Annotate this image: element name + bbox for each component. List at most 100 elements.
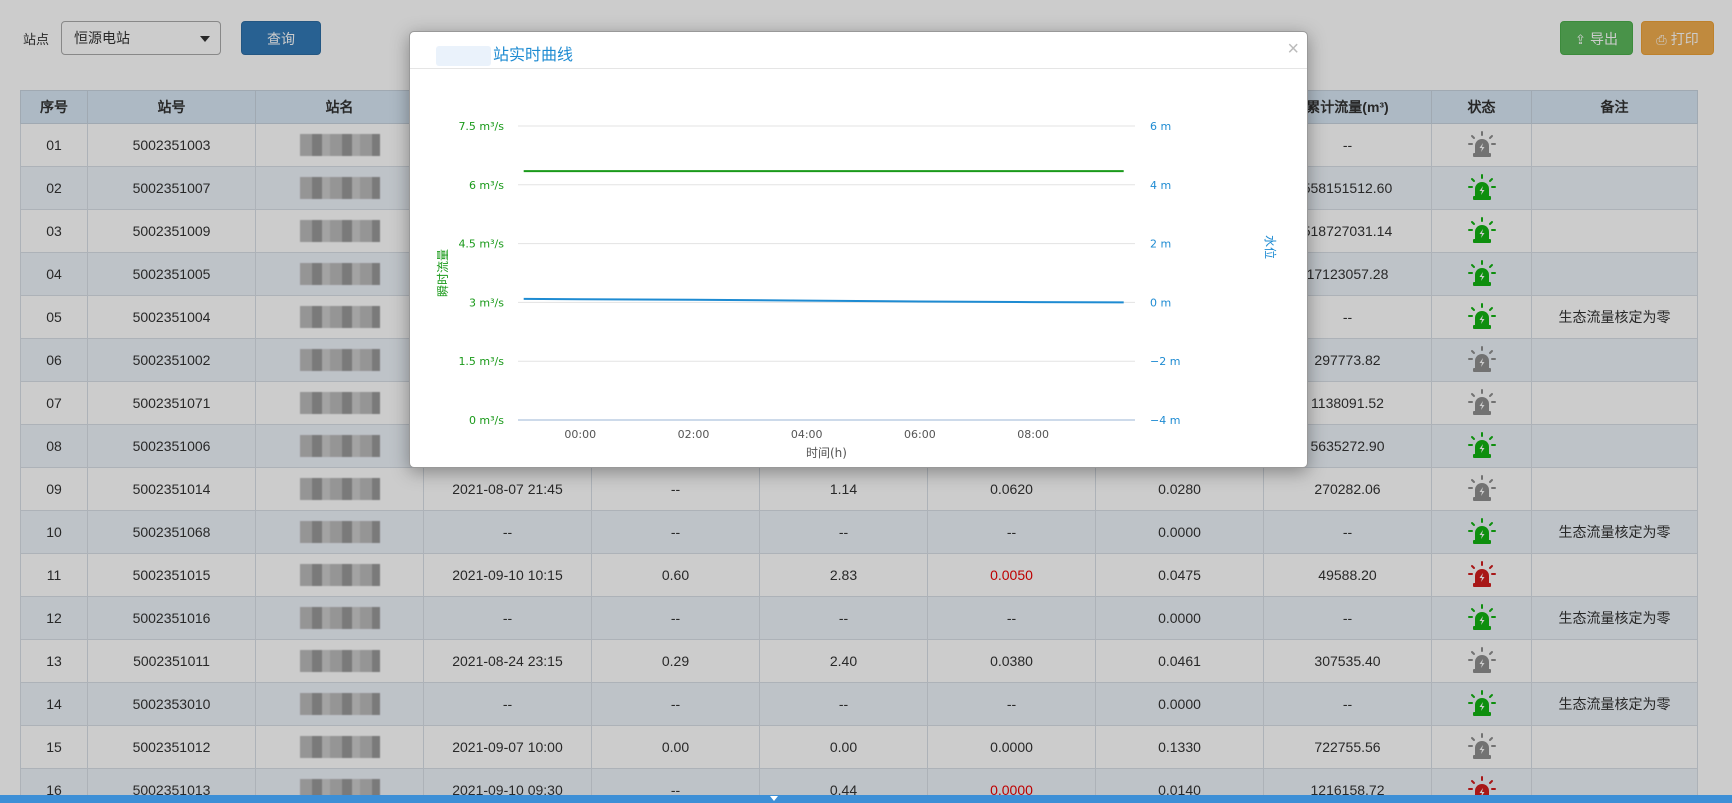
x-tick-label: 06:00	[904, 428, 936, 441]
row-number: 10	[20, 510, 88, 554]
station-name	[255, 166, 424, 210]
value-cell: 0.00	[759, 725, 928, 769]
row-number: 03	[20, 209, 88, 253]
close-icon[interactable]: ×	[1287, 38, 1299, 60]
export-button[interactable]: ⇪ 导出	[1560, 21, 1633, 55]
station-select[interactable]: 恒源电站	[61, 21, 221, 55]
status-cell	[1431, 166, 1532, 210]
export-icon: ⇪	[1575, 32, 1586, 47]
table-row[interactable]: 10 5002351068 -- -- -- -- 0.0000 -- 生态流量核定为零	[20, 510, 1698, 554]
export-label: 导出	[1589, 31, 1618, 47]
modal-title: 站实时曲线	[436, 41, 573, 66]
status-cell	[1431, 510, 1532, 554]
redacted-station-name	[299, 564, 380, 586]
redacted-station-name	[299, 349, 380, 371]
note-cell: 生态流量核定为零	[1531, 510, 1698, 554]
value-cell: --	[759, 682, 928, 726]
alarm-green-icon	[1467, 174, 1497, 200]
y-right-tick-label: 2 m	[1150, 238, 1171, 251]
value-cell: 0.0000	[1095, 596, 1264, 640]
value-cell: 0.0280	[1095, 467, 1264, 511]
timestamp: 2021-09-10 10:15	[423, 553, 592, 597]
query-button[interactable]: 查询	[241, 21, 321, 55]
table-row[interactable]: 09 5002351014 2021-08-07 21:45 -- 1.14 0.0620…	[20, 467, 1698, 511]
redacted-station-name	[299, 263, 380, 285]
station-code: 5002351005	[87, 252, 256, 296]
row-number: 12	[20, 596, 88, 640]
redacted-station-name	[299, 435, 380, 457]
station-name	[255, 553, 424, 597]
print-icon: ⎙	[1656, 32, 1667, 47]
station-code: 5002353010	[87, 682, 256, 726]
y-right-tick-label: 0 m	[1150, 296, 1171, 309]
horizontal-scrollbar[interactable]	[0, 795, 1732, 803]
note-cell	[1531, 553, 1698, 597]
status-cell	[1431, 596, 1532, 640]
y-left-tick-label: 1.5 m³/s	[458, 355, 504, 368]
station-code: 5002351015	[87, 553, 256, 597]
status-cell	[1431, 639, 1532, 683]
row-number: 02	[20, 166, 88, 210]
total-flow: 307535.40	[1263, 639, 1432, 683]
chevron-down-icon	[200, 36, 210, 42]
y-left-tick-label: 0 m³/s	[469, 414, 504, 427]
redacted-station-name	[299, 306, 380, 328]
redacted-station-name	[299, 177, 380, 199]
alarm-green-icon	[1467, 604, 1497, 630]
alarm-gray-icon	[1467, 733, 1497, 759]
value-cell: --	[591, 596, 760, 640]
value-cell: --	[759, 510, 928, 554]
alarm-gray-icon	[1467, 475, 1497, 501]
station-code: 5002351068	[87, 510, 256, 554]
station-code: 5002351006	[87, 424, 256, 468]
station-label: 站点	[23, 32, 50, 47]
x-tick-label: 08:00	[1017, 428, 1049, 441]
x-tick-label: 04:00	[791, 428, 823, 441]
status-cell	[1431, 381, 1532, 425]
alarm-green-icon	[1467, 432, 1497, 458]
value-cell: 0.29	[591, 639, 760, 683]
y-left-tick-label: 6 m³/s	[469, 179, 504, 192]
table-row[interactable]: 14 5002353010 -- -- -- -- 0.0000 -- 生态流量核定为零	[20, 682, 1698, 726]
station-name	[255, 510, 424, 554]
station-name	[255, 295, 424, 339]
y-right-tick-label: −2 m	[1150, 355, 1180, 368]
value-cell: 0.00	[591, 725, 760, 769]
station-code: 5002351007	[87, 166, 256, 210]
note-cell	[1531, 725, 1698, 769]
station-name	[255, 467, 424, 511]
scroll-grip-icon	[770, 796, 778, 801]
level-series-line	[523, 297, 1124, 304]
redacted-station-name	[299, 478, 380, 500]
station-name	[255, 252, 424, 296]
station-code: 5002351012	[87, 725, 256, 769]
station-name	[255, 682, 424, 726]
row-number: 01	[20, 123, 88, 167]
note-cell	[1531, 166, 1698, 210]
value-cell: --	[591, 510, 760, 554]
modal-header: 站实时曲线 ×	[410, 32, 1307, 69]
station-name	[255, 338, 424, 382]
status-cell	[1431, 252, 1532, 296]
value-cell: --	[927, 510, 1096, 554]
value-cell: 0.0000	[1095, 682, 1264, 726]
row-number: 05	[20, 295, 88, 339]
y-left-tick-label: 4.5 m³/s	[458, 238, 504, 251]
row-number: 06	[20, 338, 88, 382]
y-right-tick-label: −4 m	[1150, 414, 1180, 427]
station-select-value: 恒源电站	[74, 30, 130, 46]
print-button[interactable]: ⎙ 打印	[1641, 21, 1714, 55]
table-row[interactable]: 11 5002351015 2021-09-10 10:15 0.60 2.83 0.00…	[20, 553, 1698, 597]
timestamp: --	[423, 682, 592, 726]
value-cell: 0.0000	[927, 725, 1096, 769]
alarm-gray-icon	[1467, 131, 1497, 157]
alarm-gray-icon	[1467, 647, 1497, 673]
row-number: 08	[20, 424, 88, 468]
value-cell: --	[591, 682, 760, 726]
redacted-station-name	[299, 607, 380, 629]
redacted-station-name	[299, 736, 380, 758]
table-row[interactable]: 12 5002351016 -- -- -- -- 0.0000 -- 生态流量核定为零	[20, 596, 1698, 640]
print-label: 打印	[1670, 31, 1699, 47]
x-tick-label: 00:00	[564, 428, 596, 441]
station-code: 5002351071	[87, 381, 256, 425]
